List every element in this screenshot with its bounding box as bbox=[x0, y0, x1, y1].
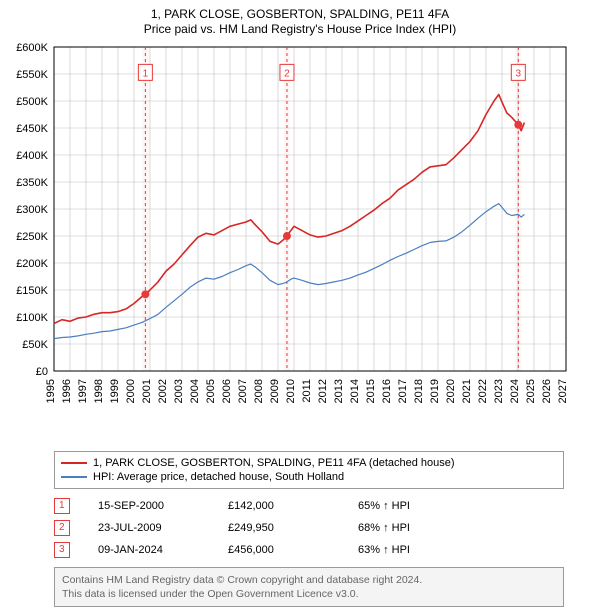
svg-text:£150K: £150K bbox=[16, 285, 48, 297]
svg-text:£500K: £500K bbox=[16, 96, 48, 108]
svg-text:2003: 2003 bbox=[173, 379, 185, 403]
svg-text:1995: 1995 bbox=[45, 379, 57, 403]
marker-box-icon: 1 bbox=[54, 498, 70, 514]
svg-text:2022: 2022 bbox=[477, 379, 489, 403]
svg-text:1: 1 bbox=[143, 68, 149, 79]
svg-text:2007: 2007 bbox=[237, 379, 249, 403]
footer-line-1: Contains HM Land Registry data © Crown c… bbox=[62, 573, 556, 587]
svg-text:2021: 2021 bbox=[461, 379, 473, 403]
footer-line-2: This data is licensed under the Open Gov… bbox=[62, 587, 556, 601]
legend-label: 1, PARK CLOSE, GOSBERTON, SPALDING, PE11… bbox=[93, 457, 455, 469]
svg-text:2018: 2018 bbox=[413, 379, 425, 403]
svg-text:2012: 2012 bbox=[317, 379, 329, 403]
svg-text:2020: 2020 bbox=[445, 379, 457, 403]
svg-text:1997: 1997 bbox=[77, 379, 89, 403]
svg-text:1998: 1998 bbox=[93, 379, 105, 403]
legend-label: HPI: Average price, detached house, Sout… bbox=[93, 471, 344, 483]
svg-text:2016: 2016 bbox=[381, 379, 393, 403]
transaction-row: 3 09-JAN-2024£456,00063% ↑ HPI bbox=[54, 539, 564, 561]
svg-text:£600K: £600K bbox=[16, 42, 48, 54]
svg-text:2002: 2002 bbox=[157, 379, 169, 403]
transactions-table: 1 15-SEP-2000£142,00065% ↑ HPI 2 23-JUL-200… bbox=[54, 495, 564, 561]
legend-swatch bbox=[61, 462, 87, 464]
transaction-price: £142,000 bbox=[228, 500, 358, 512]
legend-row: 1, PARK CLOSE, GOSBERTON, SPALDING, PE11… bbox=[61, 456, 557, 470]
svg-text:2010: 2010 bbox=[285, 379, 297, 403]
chart-titles: 1, PARK CLOSE, GOSBERTON, SPALDING, PE11… bbox=[0, 0, 600, 36]
svg-text:2: 2 bbox=[284, 68, 290, 79]
transaction-price: £456,000 bbox=[228, 544, 358, 556]
marker-box-icon: 3 bbox=[54, 542, 70, 558]
transaction-index: 3 bbox=[54, 542, 98, 558]
legend: 1, PARK CLOSE, GOSBERTON, SPALDING, PE11… bbox=[54, 451, 564, 489]
transaction-index: 1 bbox=[54, 498, 98, 514]
transaction-note: 63% ↑ HPI bbox=[358, 544, 564, 556]
attribution-footer: Contains HM Land Registry data © Crown c… bbox=[54, 567, 564, 607]
svg-text:2008: 2008 bbox=[253, 379, 265, 403]
svg-text:2001: 2001 bbox=[141, 379, 153, 403]
svg-text:2013: 2013 bbox=[333, 379, 345, 403]
svg-text:2005: 2005 bbox=[205, 379, 217, 403]
svg-text:3: 3 bbox=[516, 68, 522, 79]
svg-text:1999: 1999 bbox=[109, 379, 121, 403]
legend-swatch bbox=[61, 476, 87, 478]
transaction-price: £249,950 bbox=[228, 522, 358, 534]
chart-area: £0 £50K £100K £150K £200K £250K £300K £350K £400… bbox=[0, 37, 600, 447]
marker-box-icon: 2 bbox=[54, 520, 70, 536]
transaction-date: 09-JAN-2024 bbox=[98, 544, 228, 556]
svg-text:£450K: £450K bbox=[16, 123, 48, 135]
svg-text:2027: 2027 bbox=[557, 379, 569, 403]
svg-text:2000: 2000 bbox=[125, 379, 137, 403]
svg-text:2019: 2019 bbox=[429, 379, 441, 403]
svg-text:2004: 2004 bbox=[189, 379, 201, 403]
svg-text:£250K: £250K bbox=[16, 231, 48, 243]
transaction-note: 68% ↑ HPI bbox=[358, 522, 564, 534]
svg-text:£350K: £350K bbox=[16, 177, 48, 189]
svg-text:£300K: £300K bbox=[16, 204, 48, 216]
svg-text:2026: 2026 bbox=[541, 379, 553, 403]
svg-text:2014: 2014 bbox=[349, 379, 361, 403]
svg-text:2011: 2011 bbox=[301, 379, 313, 403]
svg-text:2017: 2017 bbox=[397, 379, 409, 403]
transaction-row: 2 23-JUL-2009£249,95068% ↑ HPI bbox=[54, 517, 564, 539]
transaction-note: 65% ↑ HPI bbox=[358, 500, 564, 512]
transaction-index: 2 bbox=[54, 520, 98, 536]
transaction-date: 23-JUL-2009 bbox=[98, 522, 228, 534]
svg-text:2024: 2024 bbox=[509, 379, 521, 403]
title-line-1: 1, PARK CLOSE, GOSBERTON, SPALDING, PE11… bbox=[0, 7, 600, 21]
svg-text:2009: 2009 bbox=[269, 379, 281, 403]
svg-text:£550K: £550K bbox=[16, 69, 48, 81]
svg-text:£400K: £400K bbox=[16, 150, 48, 162]
line-chart-svg: £0 £50K £100K £150K £200K £250K £300K £350K £400… bbox=[0, 37, 600, 447]
legend-row: HPI: Average price, detached house, Sout… bbox=[61, 470, 557, 484]
title-line-2: Price paid vs. HM Land Registry's House … bbox=[0, 22, 600, 36]
svg-text:£50K: £50K bbox=[22, 339, 48, 351]
svg-text:2023: 2023 bbox=[493, 379, 505, 403]
transaction-date: 15-SEP-2000 bbox=[98, 500, 228, 512]
svg-text:£200K: £200K bbox=[16, 258, 48, 270]
svg-text:2015: 2015 bbox=[365, 379, 377, 403]
transaction-row: 1 15-SEP-2000£142,00065% ↑ HPI bbox=[54, 495, 564, 517]
svg-text:2006: 2006 bbox=[221, 379, 233, 403]
svg-text:2025: 2025 bbox=[525, 379, 537, 403]
svg-text:1996: 1996 bbox=[61, 379, 73, 403]
svg-text:£100K: £100K bbox=[16, 312, 48, 324]
svg-text:£0: £0 bbox=[36, 366, 48, 378]
